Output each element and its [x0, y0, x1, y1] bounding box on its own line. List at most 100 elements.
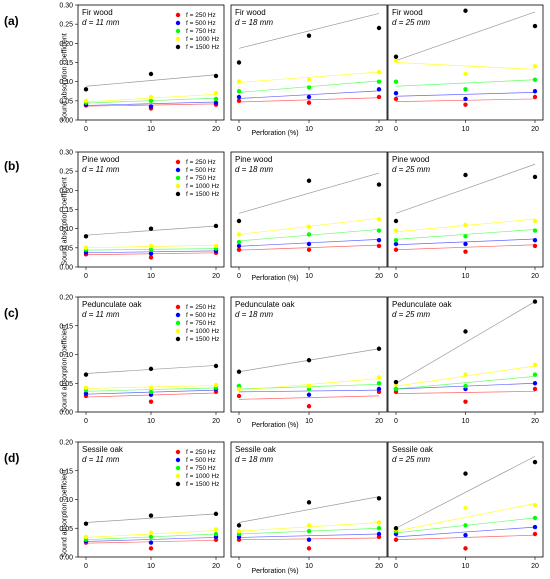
data-point	[236, 247, 242, 252]
x-tick-label: 20	[212, 563, 220, 570]
fit-line	[395, 376, 536, 390]
y-tick-label: 0.20	[59, 440, 73, 447]
data-point	[393, 90, 399, 96]
data-point	[236, 386, 242, 392]
data-point	[463, 87, 468, 92]
data-point	[306, 523, 312, 528]
panel-title-wood: Sessile oak	[82, 445, 124, 454]
x-tick-label: 20	[375, 126, 383, 133]
panel-title-thickness: d = 25 mm	[392, 310, 430, 319]
data-point	[306, 392, 312, 397]
data-point	[306, 383, 312, 389]
data-point	[463, 96, 468, 102]
x-axis-label-a: Perforation (%)	[251, 130, 299, 137]
legend-entry: f = 1000 Hz	[186, 473, 219, 480]
x-tick-label: 20	[375, 563, 383, 570]
legend-entry: f = 1000 Hz	[186, 36, 219, 43]
data-point	[148, 534, 154, 540]
fit-line	[238, 533, 380, 538]
x-tick-label: 0	[84, 126, 88, 133]
data-point	[463, 234, 468, 239]
x-tick-label: 20	[212, 273, 220, 280]
legend-entry: f = 500 Hz	[186, 20, 216, 27]
data-point	[532, 299, 538, 304]
data-point	[213, 527, 219, 532]
data-point	[306, 247, 312, 252]
data-point	[236, 218, 242, 224]
x-tick-label: 20	[375, 418, 383, 425]
data-point	[463, 523, 468, 528]
data-point	[376, 216, 382, 222]
fit-line	[238, 496, 380, 523]
panel-frame	[387, 296, 544, 413]
legend-marker	[175, 449, 181, 455]
x-tick-label: 10	[147, 563, 155, 570]
fit-line	[395, 456, 536, 529]
fit-line	[395, 526, 536, 538]
data-point	[532, 89, 538, 94]
fit-line	[238, 172, 380, 214]
data-point	[83, 521, 89, 526]
panel-title-wood: Pine wood	[82, 155, 119, 164]
data-point	[213, 96, 219, 102]
legend-marker	[175, 191, 181, 197]
y-tick-label: 0.15	[59, 323, 73, 330]
data-point	[83, 534, 89, 540]
panel-title-thickness: d = 11 mm	[82, 165, 120, 174]
data-point	[376, 182, 382, 187]
data-point	[532, 386, 538, 392]
panel-title-thickness: d = 25 mm	[392, 455, 430, 464]
data-point	[83, 98, 89, 104]
row-label-c: (c)	[4, 306, 19, 320]
data-point	[236, 98, 242, 104]
data-point	[393, 241, 399, 247]
y-tick-label: 0.15	[59, 468, 73, 475]
y-tick-label: 0.15	[59, 60, 73, 67]
data-point	[376, 69, 382, 75]
data-point	[213, 100, 219, 105]
fit-line	[395, 11, 536, 61]
data-point	[532, 64, 538, 69]
panel-title-wood: Fir wood	[82, 8, 113, 17]
data-point	[376, 237, 382, 243]
data-point	[213, 363, 219, 369]
y-tick-label: 0.00	[59, 265, 73, 272]
y-tick-label: 0.20	[59, 295, 73, 302]
data-point	[532, 515, 538, 521]
panel-title-wood: Pedunculate oak	[392, 300, 453, 309]
panel-title-thickness: d = 25 mm	[392, 165, 430, 174]
data-point	[213, 243, 219, 249]
data-point	[393, 379, 399, 385]
data-point	[376, 520, 382, 525]
y-tick-label: 0.20	[59, 188, 73, 195]
legend-entry: f = 1500 Hz	[186, 336, 219, 343]
data-point	[463, 249, 468, 254]
data-point	[463, 471, 468, 476]
data-point	[532, 237, 538, 243]
data-point	[463, 222, 468, 228]
data-point	[376, 94, 382, 100]
fit-line	[238, 97, 380, 103]
y-tick-label: 0.00	[59, 555, 73, 562]
data-point	[376, 25, 382, 31]
x-tick-label: 20	[212, 418, 220, 425]
data-point	[376, 526, 382, 531]
data-point	[376, 531, 382, 537]
data-point	[83, 87, 89, 92]
y-tick-label: 0.05	[59, 245, 73, 252]
data-point	[213, 223, 219, 229]
data-point	[148, 98, 154, 104]
data-point	[463, 399, 468, 404]
x-axis-label-d: Perforation (%)	[251, 568, 299, 575]
data-point	[393, 79, 399, 84]
x-tick-label: 0	[237, 126, 241, 133]
data-point	[148, 104, 154, 109]
data-point	[463, 102, 468, 107]
data-point	[306, 94, 312, 100]
x-tick-label: 0	[84, 273, 88, 280]
data-point	[236, 393, 242, 399]
data-point	[236, 232, 242, 237]
data-point	[148, 255, 154, 260]
legend-entry: f = 250 Hz	[186, 304, 216, 311]
